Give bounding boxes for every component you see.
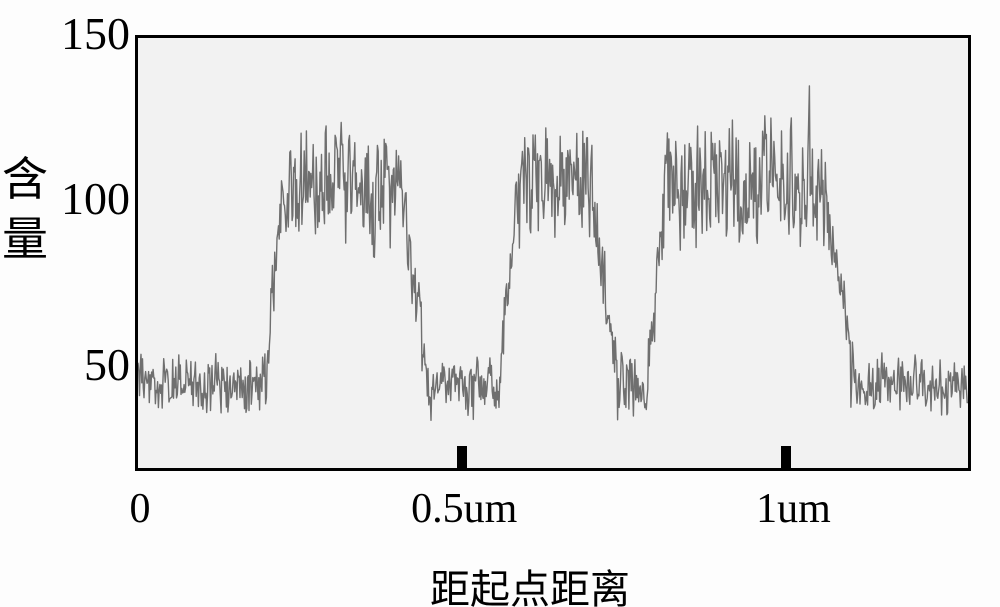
x-tick-label: 1um	[728, 485, 858, 533]
plot-area	[135, 35, 971, 471]
line-trace	[138, 38, 968, 468]
x-tick-label: 0	[120, 485, 160, 533]
y-tick-label: 50	[70, 338, 130, 391]
x-tick-mark	[781, 446, 791, 468]
x-axis-label: 距起点距离	[430, 557, 630, 607]
y-tick-label: 150	[50, 7, 130, 60]
figure: 含量 距起点距离 150 100 50 0 0.5um 1um	[0, 0, 1000, 607]
y-tick-label: 100	[50, 172, 130, 225]
x-tick-label: 0.5um	[379, 485, 549, 533]
y-axis-label: 含量	[0, 150, 50, 270]
x-tick-mark	[457, 446, 467, 468]
